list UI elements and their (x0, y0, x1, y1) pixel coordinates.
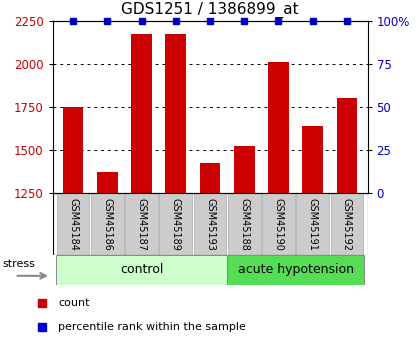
Bar (234, 146, 255, 193)
Text: GSM45190: GSM45190 (273, 198, 284, 251)
Bar (268, 62, 289, 193)
Bar (331, 193, 363, 255)
Text: GSM45188: GSM45188 (239, 198, 249, 251)
Text: GSM45189: GSM45189 (171, 198, 181, 251)
Text: count: count (58, 298, 90, 308)
Text: GSM45187: GSM45187 (136, 198, 147, 251)
Bar (337, 98, 357, 193)
Bar (91, 193, 124, 255)
Title: GDS1251 / 1386899_at: GDS1251 / 1386899_at (121, 2, 299, 18)
Bar (131, 34, 152, 193)
Text: GSM45192: GSM45192 (342, 198, 352, 251)
Bar (159, 193, 192, 255)
Bar (165, 34, 186, 193)
Bar (302, 126, 323, 193)
Text: stress: stress (3, 258, 36, 268)
Text: GSM45191: GSM45191 (308, 198, 318, 251)
Text: acute hypotension: acute hypotension (238, 264, 354, 276)
Bar (262, 193, 295, 255)
Bar (56, 255, 227, 285)
Text: GSM45184: GSM45184 (68, 198, 78, 251)
Bar (228, 193, 261, 255)
Bar (97, 171, 118, 193)
Text: GSM45193: GSM45193 (205, 198, 215, 251)
Bar (63, 107, 83, 193)
Text: GSM45186: GSM45186 (102, 198, 112, 251)
Bar (200, 163, 220, 193)
Bar (296, 193, 329, 255)
Text: percentile rank within the sample: percentile rank within the sample (58, 322, 246, 332)
Bar (57, 193, 89, 255)
Text: control: control (120, 264, 163, 276)
Bar (194, 193, 226, 255)
Bar (227, 255, 364, 285)
Bar (125, 193, 158, 255)
